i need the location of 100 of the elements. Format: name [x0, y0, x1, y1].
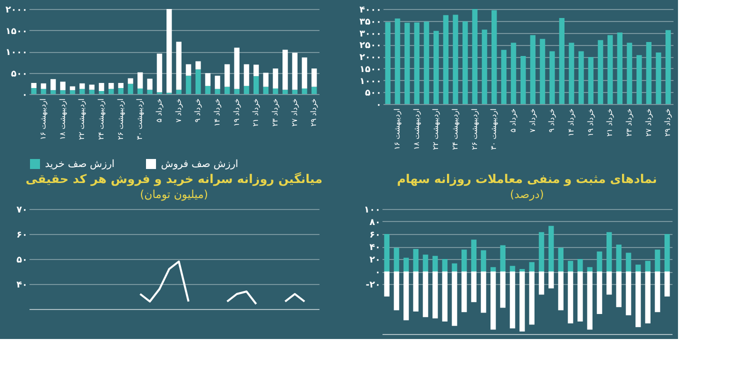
bar [31, 82, 36, 88]
bar [196, 61, 201, 70]
y-tick-label: ۵۰۰ [11, 69, 28, 80]
bar [645, 272, 650, 324]
bar [452, 263, 458, 272]
bar [302, 57, 308, 88]
bar [510, 266, 516, 272]
bar [424, 22, 430, 104]
y-tick-label: ۱۰۰ [364, 206, 380, 216]
bar [147, 78, 152, 90]
bar [176, 42, 182, 90]
bar [432, 272, 438, 318]
bar [234, 48, 240, 89]
bar [587, 272, 592, 330]
bar [394, 248, 400, 272]
bar [312, 86, 317, 94]
bar [490, 272, 496, 330]
y-tick-label: ۰ [22, 90, 28, 100]
y-tick-label: ۱۰۰۰ [360, 76, 382, 87]
bar [530, 35, 536, 104]
y-tick-label: ۱۵۰۰ [360, 64, 382, 75]
bar [538, 272, 544, 295]
y-tick-label: ۰ [375, 268, 380, 278]
bar [578, 272, 583, 322]
bar [118, 88, 124, 94]
bar [596, 272, 602, 314]
bar [520, 272, 525, 332]
bar [616, 244, 622, 272]
bar [540, 38, 546, 104]
bar [490, 267, 496, 272]
y-tick-label: ۶۰ [16, 230, 28, 240]
bar [510, 272, 516, 328]
y-tick-label: ۴۰ [370, 243, 380, 253]
bar [263, 72, 268, 87]
bar [432, 256, 438, 272]
bar [538, 232, 544, 272]
bar [529, 262, 534, 272]
bar [214, 88, 220, 94]
bar [108, 82, 114, 89]
bar [646, 42, 652, 104]
bar [626, 252, 632, 272]
bar [205, 73, 210, 86]
bar [31, 88, 36, 94]
y-tick-label: ۸۰ [370, 218, 380, 228]
bar [128, 78, 134, 84]
bar [384, 272, 390, 296]
bar [520, 56, 526, 104]
bar [559, 18, 564, 104]
bar [89, 84, 94, 90]
bar [214, 76, 220, 89]
bar [244, 86, 250, 94]
bar [414, 22, 420, 104]
bar [452, 272, 458, 326]
legend-label: ارزش صف فروش [161, 159, 238, 170]
bar [626, 272, 632, 316]
y-tick-label: -۲۰ [366, 280, 380, 290]
bar [40, 83, 46, 89]
bar [500, 245, 506, 272]
bar [548, 226, 554, 272]
bar [598, 40, 604, 104]
bar [578, 51, 584, 104]
bar [636, 55, 642, 104]
bar [656, 52, 662, 104]
bar [272, 88, 278, 94]
bar [422, 254, 428, 272]
bar [636, 264, 641, 272]
bar [471, 272, 476, 302]
y-tick-label: ۲۵۰۰ [360, 41, 382, 52]
bar [394, 272, 400, 310]
y-tick-label: ۴۰ [16, 280, 28, 290]
bar [394, 18, 400, 104]
bar [442, 259, 448, 272]
bar [404, 258, 409, 272]
bar [608, 35, 613, 104]
bar [664, 272, 670, 296]
bar [529, 272, 534, 325]
bar [156, 54, 162, 92]
bar [654, 272, 660, 312]
bar [616, 272, 622, 308]
bar [480, 272, 486, 313]
bar [443, 15, 448, 104]
bar [166, 9, 172, 93]
bar [413, 249, 418, 272]
bar [501, 50, 506, 104]
bar [282, 90, 288, 94]
bar [606, 272, 612, 295]
bar [636, 272, 641, 328]
bar [176, 90, 182, 94]
bar [196, 69, 201, 94]
bar [568, 42, 574, 104]
chart-title: میانگین روزانه سرانه خرید و فروش هر کد حقیقی [26, 172, 322, 186]
y-tick-label: ۶۰ [370, 230, 380, 240]
bar [480, 250, 486, 272]
bar [118, 82, 124, 88]
bar [617, 32, 622, 104]
bar [80, 88, 85, 94]
y-tick-label: ۲۰۰۰ [6, 6, 28, 16]
bar [147, 90, 152, 94]
y-tick-label: ۳۵۰۰ [360, 17, 382, 28]
bar [472, 9, 478, 104]
